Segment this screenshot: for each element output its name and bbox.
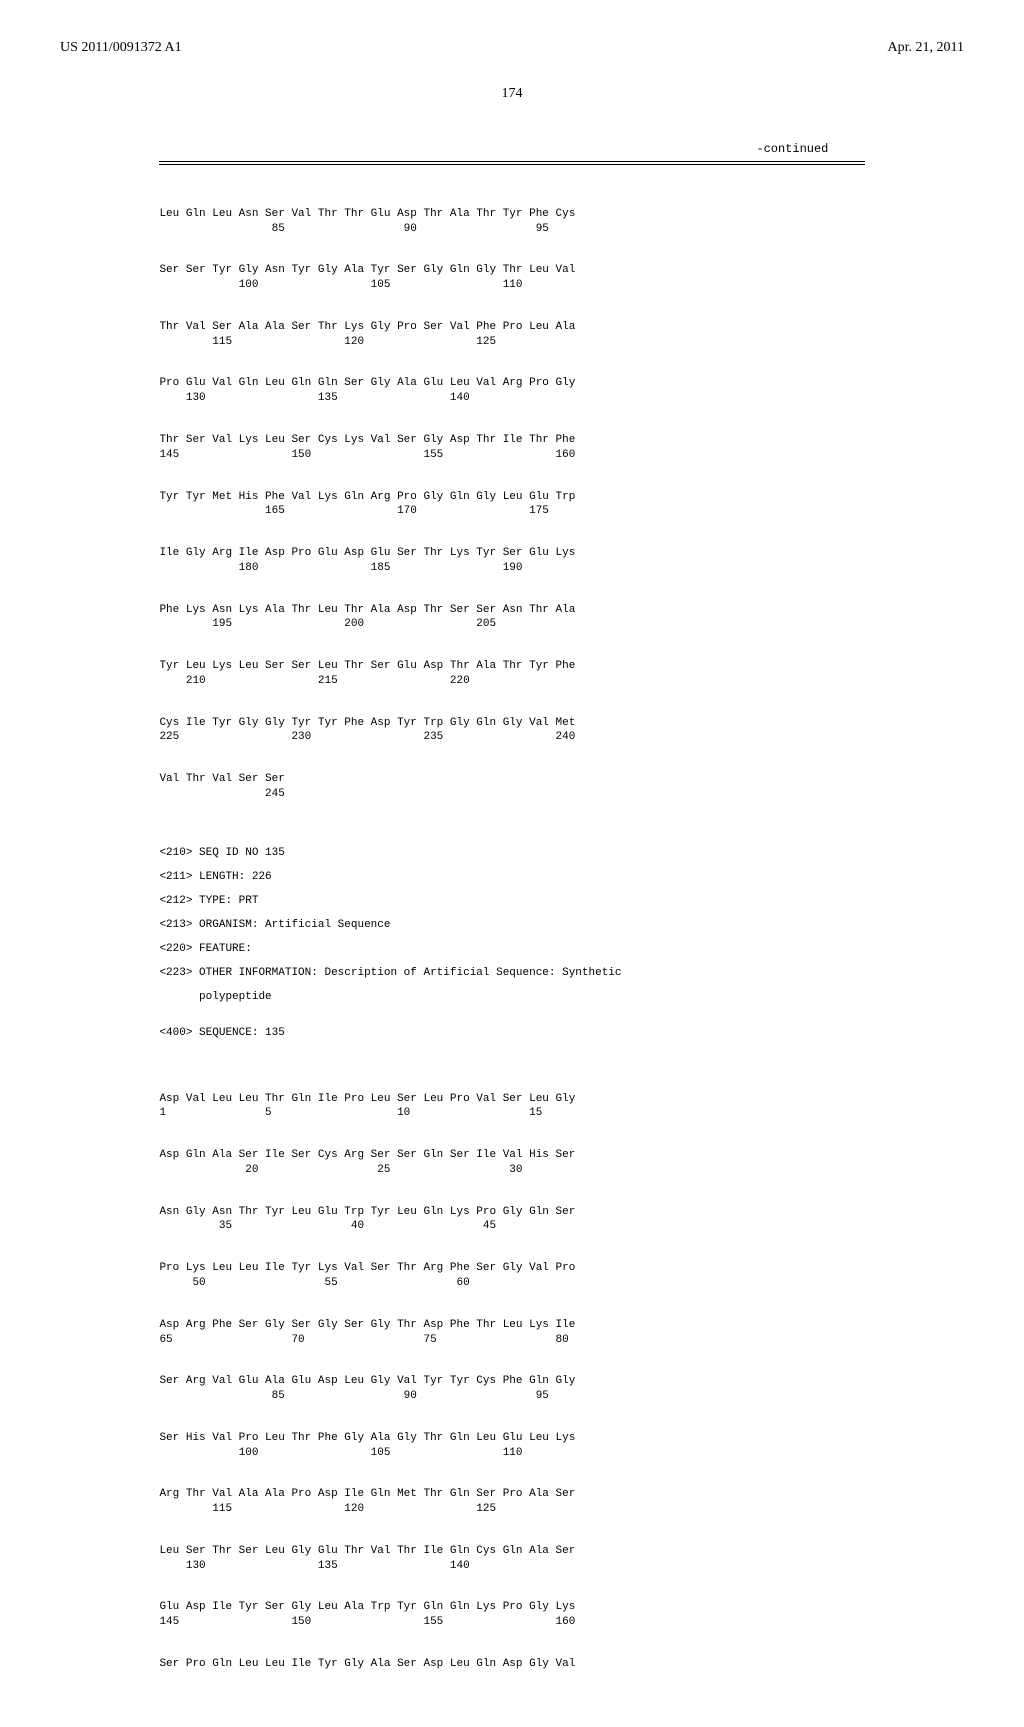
seq-row: Cys Ile Tyr Gly Gly Tyr Tyr Phe Asp Tyr … (159, 716, 864, 746)
meta-line: <223> OTHER INFORMATION: Description of … (159, 967, 864, 979)
meta-line: polypeptide (159, 991, 864, 1003)
sequence-metadata: <210> SEQ ID NO 135 <211> LENGTH: 226 <2… (159, 835, 864, 1051)
seq-row: Asp Arg Phe Ser Gly Ser Gly Ser Gly Thr … (159, 1318, 864, 1348)
seq-row: Ile Gly Arg Ile Asp Pro Glu Asp Glu Ser … (159, 546, 864, 576)
seq-row: Tyr Tyr Met His Phe Val Lys Gln Arg Pro … (159, 490, 864, 520)
seq-row: Val Thr Val Ser Ser 245 (159, 772, 864, 802)
seq-row: Ser Pro Gln Leu Leu Ile Tyr Gly Ala Ser … (159, 1657, 864, 1672)
publication-date: Apr. 21, 2011 (888, 40, 964, 56)
seq-row: Ser His Val Pro Leu Thr Phe Gly Ala Gly … (159, 1431, 864, 1461)
seq-row: Ser Ser Tyr Gly Asn Tyr Gly Ala Tyr Ser … (159, 263, 864, 293)
meta-line: <220> FEATURE: (159, 943, 864, 955)
divider-bottom (159, 164, 864, 165)
page-number: 174 (60, 86, 964, 102)
seq-row: Ser Arg Val Glu Ala Glu Asp Leu Gly Val … (159, 1374, 864, 1404)
page-header: US 2011/0091372 A1 Apr. 21, 2011 (60, 40, 964, 56)
divider-top (159, 161, 864, 162)
sequence-block-2: Asp Val Leu Leu Thr Gln Ile Pro Leu Ser … (159, 1065, 864, 1687)
sequence-block-1: Leu Gln Leu Asn Ser Val Thr Thr Glu Asp … (159, 180, 864, 817)
meta-line: <400> SEQUENCE: 135 (159, 1027, 864, 1039)
seq-row: Glu Asp Ile Tyr Ser Gly Leu Ala Trp Tyr … (159, 1600, 864, 1630)
meta-line: <213> ORGANISM: Artificial Sequence (159, 919, 864, 931)
seq-row: Thr Ser Val Lys Leu Ser Cys Lys Val Ser … (159, 433, 864, 463)
seq-row: Pro Lys Leu Leu Ile Tyr Lys Val Ser Thr … (159, 1261, 864, 1291)
meta-line: <210> SEQ ID NO 135 (159, 847, 864, 859)
meta-line: <211> LENGTH: 226 (159, 871, 864, 883)
seq-row: Pro Glu Val Gln Leu Gln Gln Ser Gly Ala … (159, 376, 864, 406)
meta-line: <212> TYPE: PRT (159, 895, 864, 907)
seq-row: Arg Thr Val Ala Ala Pro Asp Ile Gln Met … (159, 1487, 864, 1517)
seq-row: Leu Ser Thr Ser Leu Gly Glu Thr Val Thr … (159, 1544, 864, 1574)
seq-row: Phe Lys Asn Lys Ala Thr Leu Thr Ala Asp … (159, 603, 864, 633)
seq-row: Asp Gln Ala Ser Ile Ser Cys Arg Ser Ser … (159, 1148, 864, 1178)
seq-row: Tyr Leu Lys Leu Ser Ser Leu Thr Ser Glu … (159, 659, 864, 689)
seq-row: Leu Gln Leu Asn Ser Val Thr Thr Glu Asp … (159, 207, 864, 237)
seq-row: Asp Val Leu Leu Thr Gln Ile Pro Leu Ser … (159, 1092, 864, 1122)
seq-row: Thr Val Ser Ala Ala Ser Thr Lys Gly Pro … (159, 320, 864, 350)
seq-row: Asn Gly Asn Thr Tyr Leu Glu Trp Tyr Leu … (159, 1205, 864, 1235)
continued-label: -continued (196, 142, 829, 156)
publication-number: US 2011/0091372 A1 (60, 40, 182, 56)
